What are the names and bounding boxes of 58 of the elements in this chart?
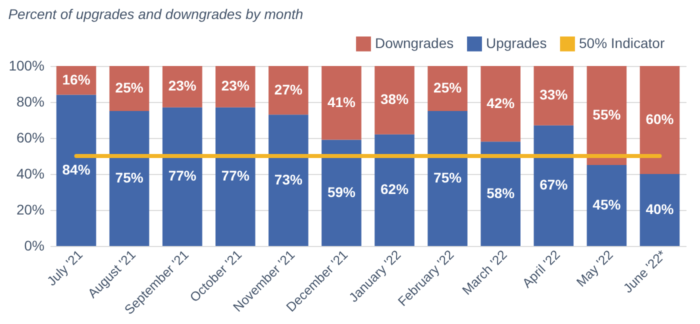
bar [322,66,362,140]
data-label: 25% [434,80,462,96]
bar [162,107,202,246]
chart-title: Percent of upgrades and downgrades by month [8,6,304,22]
y-tick-label: 40% [16,166,44,182]
bar [428,66,468,111]
bar [534,125,574,246]
data-label: 73% [274,171,303,188]
data-label: 75% [434,170,462,186]
legend-label: Upgrades [486,34,547,51]
data-label: 58% [486,184,516,201]
bar [534,66,574,126]
bar [56,94,96,246]
data-label: 75% [115,170,144,186]
bar [322,140,362,246]
y-tick-label: 80% [16,94,44,110]
y-tick-label: 0% [24,238,44,254]
bar [268,114,308,246]
y-tick-label: 20% [16,202,44,218]
legend-label: Downgrades [375,34,454,51]
data-label: 84% [62,161,91,178]
data-label: 59% [327,184,356,200]
bar [374,134,414,246]
bar [586,66,627,165]
data-label: 25% [115,80,144,96]
bar [480,142,520,246]
bar [640,66,680,174]
data-label: 55% [592,106,622,122]
bar [216,107,256,246]
data-label: 40% [646,201,674,217]
data-label: 16% [62,71,91,88]
data-label: 23% [168,78,197,94]
legend-label: 50% Indicator [579,34,665,51]
bar [640,174,680,246]
data-label: 62% [380,181,410,198]
data-label: 77% [168,168,197,184]
bar [428,111,468,246]
x-tick-label: July '21 [44,247,86,289]
y-tick-label: 100% [8,58,44,74]
data-label: 77% [221,168,250,184]
y-tick-label: 60% [16,130,44,146]
data-label: 33% [540,86,568,103]
bar [480,66,520,142]
bar [374,66,414,134]
bar [268,66,308,115]
bar [586,165,627,246]
data-label: 23% [221,78,250,94]
data-label: 27% [274,81,303,98]
data-label: 42% [486,94,516,111]
data-label: 45% [592,196,622,212]
data-label: 60% [646,111,674,127]
data-label: 67% [540,176,568,193]
bar [109,111,150,246]
x-tick-label: May '22 [573,247,616,290]
data-label: 38% [380,91,410,108]
bar [109,66,150,111]
data-label: 41% [327,94,356,110]
bar [216,66,256,108]
